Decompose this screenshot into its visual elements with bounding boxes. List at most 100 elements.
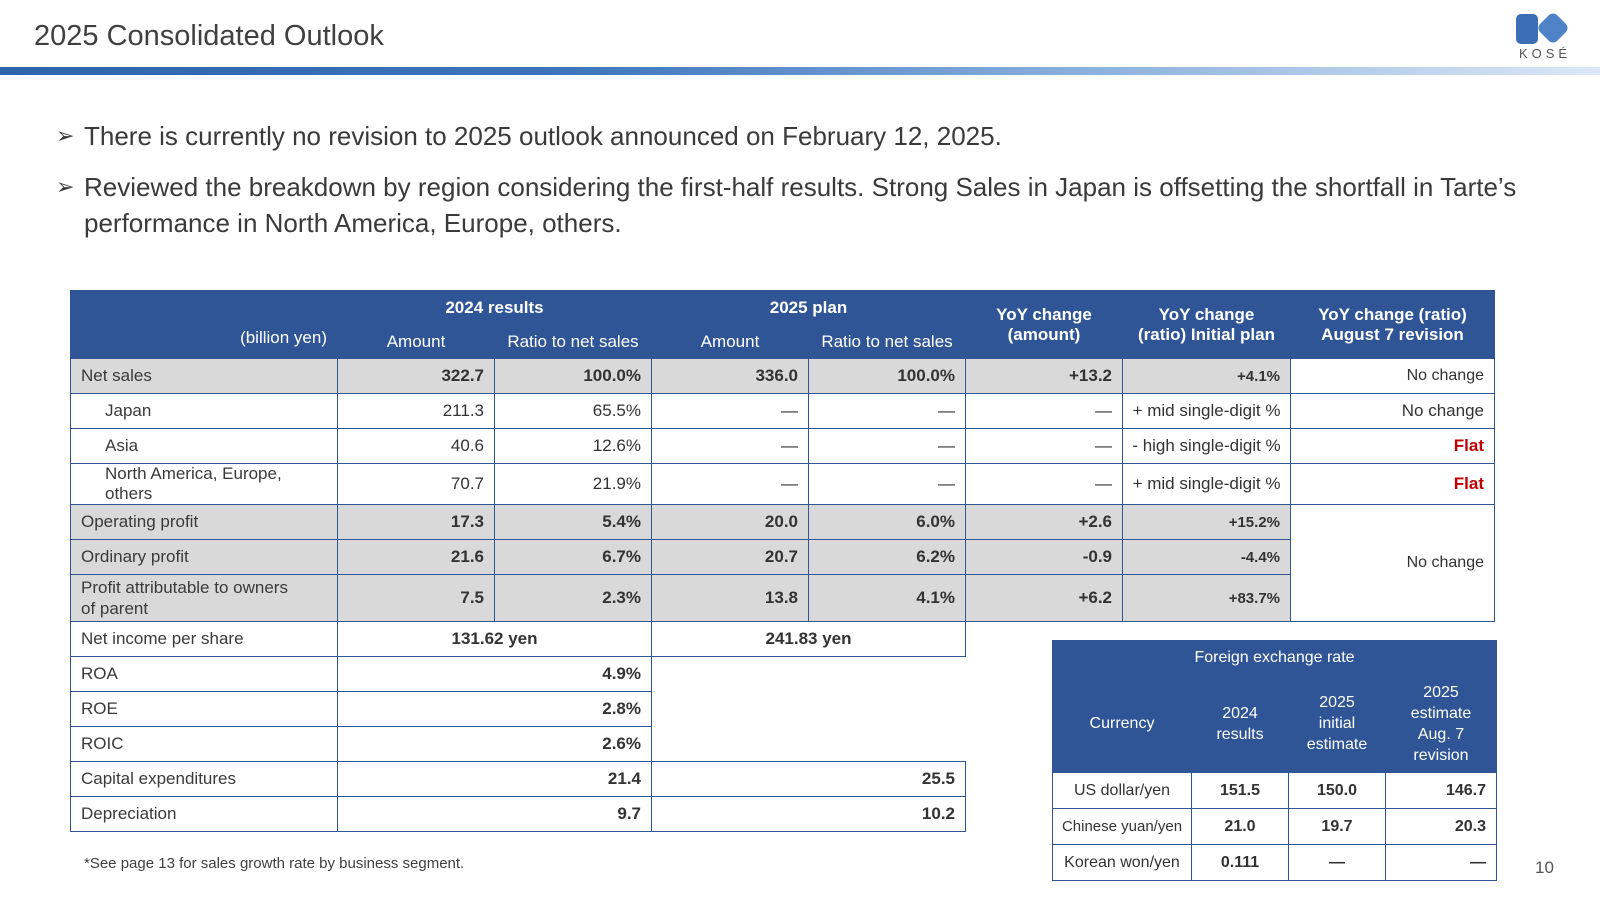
cell-value: 6.2%	[808, 539, 966, 575]
cell-value: 21.9%	[494, 463, 652, 505]
cell-value: —	[808, 463, 966, 505]
row-label-capex: Capital expenditures	[70, 761, 338, 797]
page-title: 2025 Consolidated Outlook	[34, 20, 384, 52]
table-row: US dollar/yen 151.5 150.0 146.7	[1052, 772, 1497, 809]
cell-value: 2.6%	[337, 726, 652, 762]
cell-value: - high single-digit %	[1122, 428, 1291, 464]
row-label-net-sales: Net sales	[70, 358, 338, 394]
logo-mark-right-icon	[1536, 11, 1570, 45]
row-label-na-europe: North America, Europe, others	[70, 463, 338, 505]
cell-value: —	[965, 428, 1123, 464]
fx-header-2025-aug: 2025 estimate Aug. 7 revision	[1385, 674, 1497, 773]
cell-value: 5.4%	[494, 504, 652, 540]
cell-value: 40.6	[337, 428, 495, 464]
cell-value: 17.3	[337, 504, 495, 540]
header-yoy-amount: YoY change (amount)	[965, 290, 1123, 359]
table-row: North America, Europe, others 70.7 21.9%…	[70, 463, 1495, 505]
cell-value: 20.7	[651, 539, 809, 575]
table-row: Profit attributable to owners of parent …	[70, 574, 1495, 622]
row-label-profit-attributable: Profit attributable to owners of parent	[70, 574, 338, 622]
table-row: Capital expenditures 21.4 25.5	[70, 761, 1495, 797]
cell-value: 25.5	[651, 761, 966, 797]
fx-currency-label: Korean won/yen	[1052, 844, 1192, 881]
fx-rate-table: Foreign exchange rate Currency 2024 resu…	[1052, 640, 1497, 881]
cell-value: +6.2	[965, 574, 1123, 622]
cell-value: +15.2%	[1122, 504, 1291, 540]
cell-value: 10.2	[651, 796, 966, 832]
cell-value: —	[965, 393, 1123, 429]
cell-value: —	[808, 393, 966, 429]
cell-value: —	[808, 428, 966, 464]
cell-value: —	[1288, 844, 1386, 881]
cell-value: 211.3	[337, 393, 495, 429]
header-ratio-2025: Ratio to net sales	[808, 325, 966, 359]
fx-currency-label: Chinese yuan/yen	[1052, 808, 1192, 845]
flat-status: Flat	[1290, 463, 1495, 505]
cell-value: 13.8	[651, 574, 809, 622]
cell-value: 2.3%	[494, 574, 652, 622]
cell-value: +13.2	[965, 358, 1123, 394]
cell-value: 65.5%	[494, 393, 652, 429]
cell-value: 131.62 yen	[337, 621, 652, 657]
cell-value: 6.0%	[808, 504, 966, 540]
table-row: Japan 211.3 65.5% — — — + mid single-dig…	[70, 393, 1495, 429]
cell-value: 9.7	[337, 796, 652, 832]
row-label-depreciation: Depreciation	[70, 796, 338, 832]
bullet-text: There is currently no revision to 2025 o…	[84, 121, 1002, 151]
cell-value: -4.4%	[1122, 539, 1291, 575]
header-amount-2025: Amount	[651, 325, 809, 359]
cell-value: 70.7	[337, 463, 495, 505]
header-yoy-ratio-initial: YoY change (ratio) Initial plan	[1122, 290, 1291, 359]
cell-value: + mid single-digit %	[1122, 393, 1291, 429]
fx-currency-label: US dollar/yen	[1052, 772, 1192, 809]
cell-value: 6.7%	[494, 539, 652, 575]
header-2024-results: 2024 results	[337, 290, 652, 326]
bullet-text: Reviewed the breakdown by region conside…	[84, 172, 1517, 238]
table-row: Operating profit 17.3 5.4% 20.0 6.0% +2.…	[70, 504, 1495, 622]
table-row: ROE 2.8%	[70, 691, 1495, 727]
row-label-roa: ROA	[70, 656, 338, 692]
cell-value: 20.3	[1385, 808, 1497, 845]
cell-value: 4.9%	[337, 656, 652, 692]
cell-value: —	[1385, 844, 1497, 881]
bullet-list: ➢ There is currently no revision to 2025…	[56, 118, 1556, 256]
cell-value: 146.7	[1385, 772, 1497, 809]
cell-value: 336.0	[651, 358, 809, 394]
table-row: ROA 4.9%	[70, 656, 1495, 692]
cell-value: 21.6	[337, 539, 495, 575]
cell-value: 322.7	[337, 358, 495, 394]
cell-value: —	[651, 428, 809, 464]
fx-header-2024: 2024 results	[1191, 674, 1289, 773]
header-ratio-2024: Ratio to net sales	[494, 325, 652, 359]
row-label-line: Profit attributable to owners	[81, 578, 288, 597]
table-row: Ordinary profit 21.6 6.7% 20.7 6.2% -0.9…	[70, 539, 1495, 575]
table-row: Chinese yuan/yen 21.0 19.7 20.3	[1052, 808, 1497, 845]
table-row: Net sales 322.7 100.0% 336.0 100.0% +13.…	[70, 358, 1495, 394]
row-label-roe: ROE	[70, 691, 338, 727]
row-label-asia: Asia	[70, 428, 338, 464]
cell-value: 2.8%	[337, 691, 652, 727]
fx-header-2025-initial: 2025 initial estimate	[1288, 674, 1386, 773]
bullet-item: ➢ Reviewed the breakdown by region consi…	[56, 169, 1556, 241]
table-row: Asia 40.6 12.6% — — — - high single-digi…	[70, 428, 1495, 464]
logo-brand-text: KOSÉ	[1518, 46, 1572, 61]
cell-value: 20.0	[651, 504, 809, 540]
bullet-item: ➢ There is currently no revision to 2025…	[56, 118, 1556, 154]
cell-value: 100.0%	[494, 358, 652, 394]
cell-value: +4.1%	[1122, 358, 1291, 394]
flat-status: Flat	[1290, 428, 1495, 464]
cell-value: 21.0	[1191, 808, 1289, 845]
profit-aug-revision: No change	[1290, 504, 1495, 622]
header-2025-plan: 2025 plan	[651, 290, 966, 326]
page-number: 10	[1535, 858, 1554, 877]
fx-title: Foreign exchange rate	[1052, 640, 1497, 675]
cell-value: 7.5	[337, 574, 495, 622]
cell-value: No change	[1290, 393, 1495, 429]
cell-value: 241.83 yen	[651, 621, 966, 657]
cell-value: 150.0	[1288, 772, 1386, 809]
consolidated-outlook-table: (billion yen) 2024 results 2025 plan YoY…	[70, 290, 1495, 832]
footnote: *See page 13 for sales growth rate by bu…	[84, 855, 465, 872]
row-label-operating-profit: Operating profit	[70, 504, 338, 540]
cell-value: 151.5	[1191, 772, 1289, 809]
cell-value: —	[651, 463, 809, 505]
